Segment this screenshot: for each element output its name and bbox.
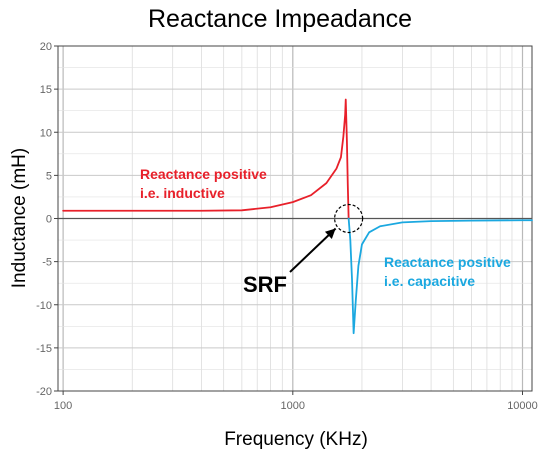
x-axis-label: Frequency (KHz) — [224, 429, 368, 450]
y-tick-label: -5 — [42, 257, 52, 269]
x-tick-label: 100 — [54, 400, 72, 412]
srf-label: SRF — [243, 272, 287, 297]
y-axis-label: Inductance (mH) — [9, 148, 30, 288]
y-tick-label: -15 — [36, 343, 52, 355]
y-tick-label: 0 — [46, 214, 52, 226]
series-line-1 — [62, 98, 350, 220]
y-tick-label: -20 — [36, 386, 52, 398]
x-axis-ticks: 100 1000 10000 — [54, 391, 538, 412]
srf-marker-circle — [334, 203, 364, 234]
srf-arrow-head — [324, 228, 336, 240]
annotation-inductive-line-1: Reactance positive — [140, 166, 267, 182]
x-tick-label: 1000 — [281, 400, 305, 412]
y-tick-label: 10 — [40, 127, 52, 139]
annotation-capacitive-line-1: Reactance positive — [384, 254, 511, 270]
annotation-capacitive-line-2: i.e. capacitive — [384, 273, 475, 289]
y-tick-label: 5 — [46, 170, 52, 182]
series-line-2 — [347, 217, 533, 335]
series-group — [62, 98, 533, 335]
y-tick-label: 20 — [40, 41, 52, 53]
y-tick-label: -10 — [36, 300, 52, 312]
plot-area: -20 -15 -10 -5 0 5 10 15 20 100 1000 10000 Reactance… — [36, 41, 538, 412]
annotations: Reactance positive i.e. inductive Reactanc… — [140, 166, 511, 297]
chart-title: Reactance Impeadance — [148, 5, 412, 33]
srf-arrow-line — [289, 227, 337, 273]
y-tick-label: 15 — [40, 84, 52, 96]
y-axis-ticks: -20 -15 -10 -5 0 5 10 15 20 — [36, 41, 58, 398]
x-tick-label: 10000 — [507, 400, 538, 412]
annotation-inductive-line-2: i.e. inductive — [140, 185, 225, 201]
